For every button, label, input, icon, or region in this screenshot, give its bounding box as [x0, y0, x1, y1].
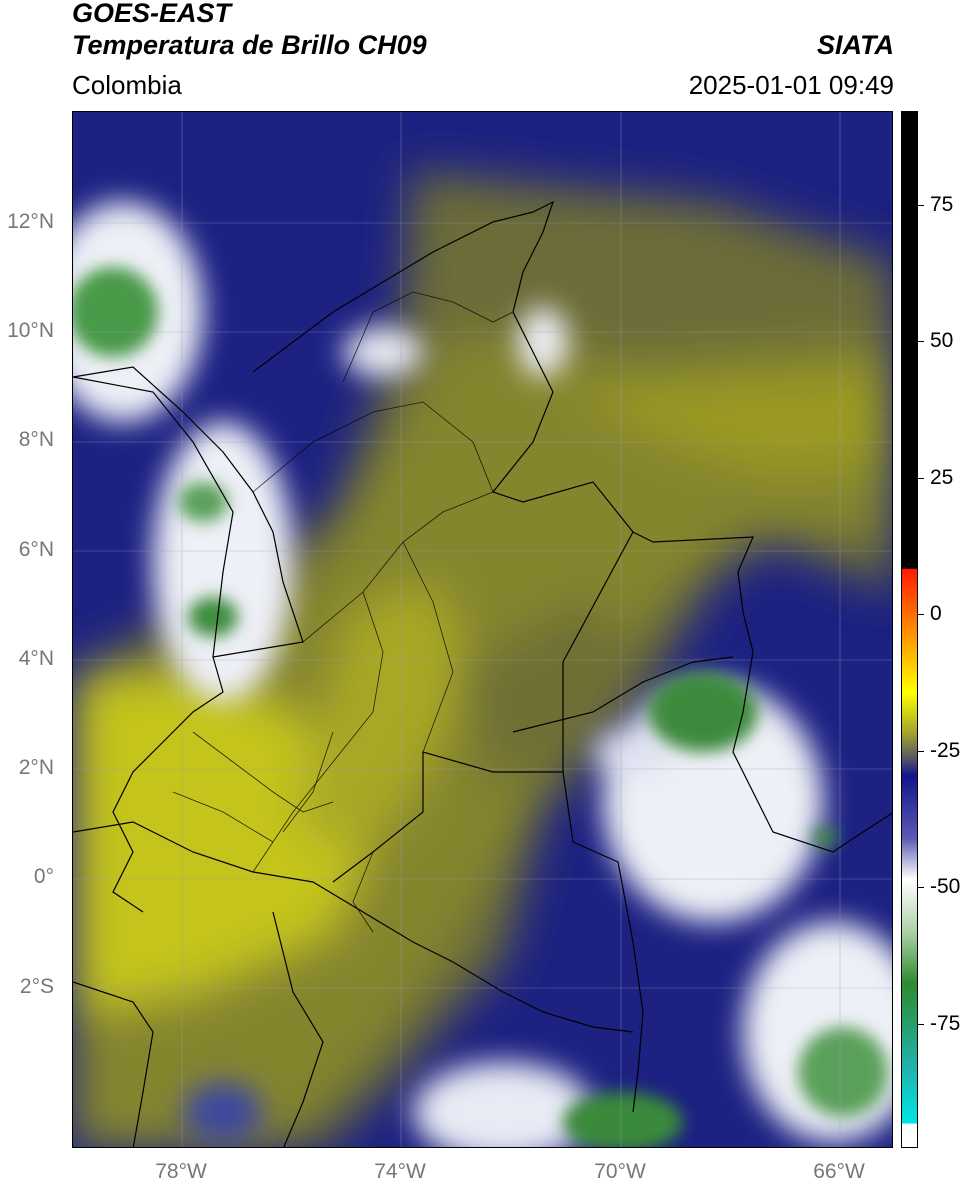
colorbar-label-neg75: -75	[930, 1012, 961, 1035]
colorbar-tick	[918, 478, 924, 479]
lat-label-0: 0°	[33, 865, 54, 888]
very-cold-cores	[73, 267, 888, 1147]
lon-label-74w: 74°W	[374, 1160, 426, 1183]
colorbar-label-neg50: -50	[930, 875, 961, 898]
timestamp-label: 2025-01-01 09:49	[688, 70, 894, 100]
colorbar-label-neg25: -25	[930, 739, 961, 762]
colorbar-tick	[918, 341, 924, 342]
lat-label-8n: 8°N	[18, 428, 54, 451]
colorbar-gradient	[902, 112, 917, 1147]
country-borders	[73, 200, 892, 1147]
title-satellite: GOES-EAST	[72, 0, 232, 28]
gridlines	[73, 112, 892, 1147]
colorbar-tick	[918, 1024, 924, 1025]
lat-label-4n: 4°N	[18, 647, 54, 670]
colorbar-label-0: 0	[930, 602, 942, 625]
colorbar-label-50: 50	[930, 329, 954, 352]
lon-label-66w: 66°W	[813, 1160, 865, 1183]
lon-label-70w: 70°W	[594, 1160, 646, 1183]
lat-label-6n: 6°N	[18, 538, 54, 561]
colorbar-tick	[918, 751, 924, 752]
colorbar-tick	[918, 614, 924, 615]
department-borders	[172, 291, 514, 933]
region-label: Colombia	[72, 70, 182, 100]
lat-label-2n: 2°N	[18, 756, 54, 779]
title-product: Temperatura de Brillo CH09	[72, 30, 427, 60]
satellite-map[interactable]	[72, 111, 893, 1148]
lon-label-78w: 78°W	[155, 1160, 207, 1183]
lat-label-12n: 12°N	[7, 210, 54, 233]
colorbar-label-75: 75	[930, 193, 954, 216]
colorbar-tick	[918, 887, 924, 888]
colorbar-label-25: 25	[930, 466, 954, 489]
brand-label: SIATA	[817, 30, 894, 60]
map-canvas	[73, 112, 892, 1147]
colorbar-tick	[918, 205, 924, 206]
colorbar	[901, 111, 918, 1148]
lat-label-10n: 10°N	[7, 319, 54, 342]
warm-regions	[73, 172, 892, 1147]
lat-label-2s: 2°S	[19, 975, 54, 998]
